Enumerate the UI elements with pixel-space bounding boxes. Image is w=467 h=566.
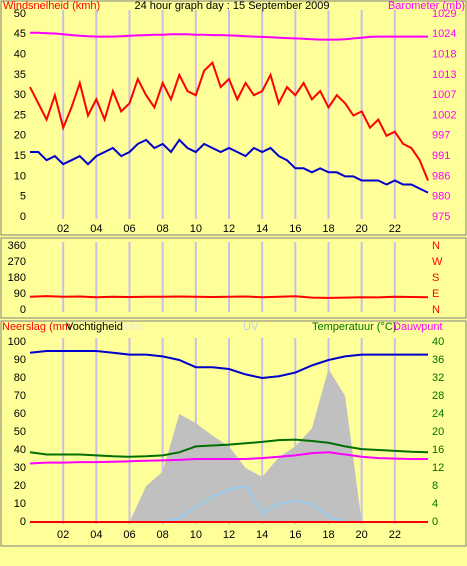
y-tick-label: 40 <box>14 49 26 61</box>
x-tick-label: 04 <box>90 223 102 235</box>
line <box>30 31 428 41</box>
x-tick-label: 04 <box>90 529 102 541</box>
y2-tick-label: 8 <box>432 480 438 492</box>
legend-label: Vochtigheid <box>66 321 123 333</box>
y-tick-label: 70 <box>14 390 26 402</box>
y-tick-label: 35 <box>14 69 26 81</box>
x-tick-label: 12 <box>223 223 235 235</box>
y-tick-label: 90 <box>14 288 26 300</box>
line <box>29 451 428 465</box>
y-tick-label: 50 <box>14 8 26 20</box>
y2-tick-label: 12 <box>432 462 444 474</box>
x-tick-label: 10 <box>190 529 202 541</box>
legend-label: Temperatuur (°C) <box>312 321 396 333</box>
legend-label: UV <box>243 321 259 333</box>
y2-tick-label: 975 <box>432 211 450 223</box>
y-tick-label: 40 <box>14 444 26 456</box>
y2-tick-label: 1007 <box>432 89 456 101</box>
y2-tick-label: N <box>432 240 440 252</box>
x-tick-label: 14 <box>256 529 268 541</box>
y2-tick-label: W <box>432 256 443 268</box>
line <box>30 138 429 194</box>
y2-tick-label: 20 <box>432 426 444 438</box>
x-tick-label: 06 <box>123 223 135 235</box>
x-tick-label: 18 <box>322 529 334 541</box>
y-tick-label: 0 <box>20 211 26 223</box>
y-tick-label: 50 <box>14 426 26 438</box>
y-tick-label: 80 <box>14 372 26 384</box>
y-tick-label: 15 <box>14 150 26 162</box>
y-tick-label: 270 <box>8 256 26 268</box>
y2-tick-label: 32 <box>432 372 444 384</box>
y2-tick-label: 0 <box>432 516 438 528</box>
chart-title: 24 hour graph day : 15 September 2009 <box>134 0 329 12</box>
x-tick-label: 14 <box>256 223 268 235</box>
x-tick-label: 02 <box>57 529 69 541</box>
y-tick-label: 10 <box>14 498 26 510</box>
legend-label: Neerslag (mm <box>2 321 71 333</box>
y-tick-label: 25 <box>14 109 26 121</box>
x-tick-label: 08 <box>157 529 169 541</box>
y-axis-label: Windsnelheid (kmh) <box>3 0 100 12</box>
panel <box>0 0 467 236</box>
y2-tick-label: 1029 <box>432 8 456 20</box>
y2-tick-label: 28 <box>432 390 444 402</box>
panel <box>0 237 467 319</box>
y-tick-label: 180 <box>8 272 26 284</box>
y2-tick-label: E <box>432 288 439 300</box>
x-tick-label: 20 <box>356 223 368 235</box>
y-tick-label: 100 <box>8 336 26 348</box>
line <box>29 438 429 458</box>
y2-tick-label: 1018 <box>432 49 456 61</box>
y2-tick-label: 980 <box>432 191 450 203</box>
y-tick-label: 45 <box>14 28 26 40</box>
y-tick-label: 20 <box>14 480 26 492</box>
y-tick-label: 10 <box>14 170 26 182</box>
legend-label: Solar <box>118 321 144 333</box>
area <box>30 369 428 522</box>
x-tick-label: 20 <box>356 529 368 541</box>
y-tick-label: 60 <box>14 408 26 420</box>
y-tick-label: 90 <box>14 354 26 366</box>
x-tick-label: 12 <box>223 529 235 541</box>
line <box>29 295 429 299</box>
y2-tick-label: 991 <box>432 150 450 162</box>
line <box>29 60 429 181</box>
y2-tick-label: 4 <box>432 498 438 510</box>
y2-tick-label: 40 <box>432 336 444 348</box>
y2-tick-label: 1024 <box>432 28 456 40</box>
y-tick-label: 0 <box>20 304 26 316</box>
x-tick-label: 22 <box>389 223 401 235</box>
y2-tick-label: 1013 <box>432 69 456 81</box>
y-tick-label: 5 <box>20 191 26 203</box>
y-tick-label: 20 <box>14 130 26 142</box>
x-tick-label: 06 <box>123 529 135 541</box>
y2-tick-label: 24 <box>432 408 444 420</box>
y2-tick-label: 997 <box>432 130 450 142</box>
x-tick-label: 16 <box>289 223 301 235</box>
line <box>29 350 428 380</box>
y-tick-label: 30 <box>14 462 26 474</box>
y2-tick-label: 16 <box>432 444 444 456</box>
x-tick-label: 18 <box>322 223 334 235</box>
x-tick-label: 16 <box>289 529 301 541</box>
legend-label: Dauwpunt <box>393 321 443 333</box>
y2-axis-label: Barometer (mb) <box>388 0 465 12</box>
y-tick-label: 0 <box>20 516 26 528</box>
y-tick-label: 360 <box>8 240 26 252</box>
x-tick-label: 22 <box>389 529 401 541</box>
y2-tick-label: 36 <box>432 354 444 366</box>
y2-tick-label: 1002 <box>432 109 456 121</box>
x-tick-label: 10 <box>190 223 202 235</box>
y2-tick-label: 986 <box>432 170 450 182</box>
y2-tick-label: S <box>432 272 439 284</box>
x-tick-label: 08 <box>157 223 169 235</box>
y2-tick-label: N <box>432 304 440 316</box>
y-tick-label: 30 <box>14 89 26 101</box>
x-tick-label: 02 <box>57 223 69 235</box>
